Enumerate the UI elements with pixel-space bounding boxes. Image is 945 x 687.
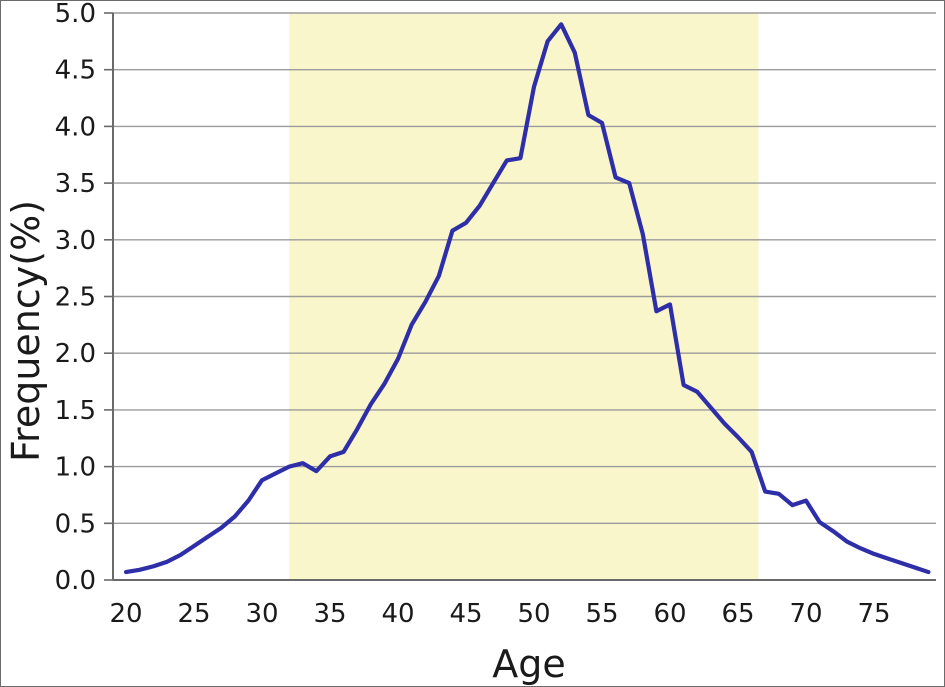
x-tick-label: 45	[449, 599, 482, 629]
y-axis-title: Frequency(%)	[4, 200, 48, 462]
y-tick-label: 0.5	[55, 509, 96, 539]
y-axis-ticks	[104, 12, 113, 581]
x-tick-label: 35	[313, 599, 346, 629]
x-tick-label: 50	[517, 599, 550, 629]
x-tick-label: 65	[721, 599, 754, 629]
x-tick-label: 60	[653, 599, 686, 629]
x-tick-label: 20	[109, 599, 142, 629]
x-tick-label: 70	[789, 599, 822, 629]
y-tick-label: 4.0	[55, 112, 96, 142]
x-axis-title: Age	[492, 642, 566, 686]
x-tick-label: 25	[177, 599, 210, 629]
y-tick-label: 1.5	[55, 396, 96, 426]
x-tick-label: 75	[857, 599, 890, 629]
y-tick-label: 3.5	[55, 169, 96, 199]
y-tick-label: 5.0	[55, 1, 96, 29]
y-axis-tick-labels: 0.0 0.5 1.0 1.5 2.0 2.5 3.0 3.5 4.0 4.5 5.0	[55, 1, 96, 596]
x-tick-label: 30	[245, 599, 278, 629]
y-tick-label: 3.0	[55, 226, 96, 256]
y-tick-label: 1.0	[55, 453, 96, 483]
x-tick-label: 40	[381, 599, 414, 629]
y-tick-label: 0.0	[55, 566, 96, 596]
x-axis-tick-labels: 20 25 30 35 40 45 50 55 60 65 70 75	[109, 599, 890, 629]
frequency-line-series	[123, 22, 931, 575]
y-tick-label: 2.5	[55, 283, 96, 313]
x-tick-label: 55	[585, 599, 618, 629]
y-tick-label: 4.5	[55, 56, 96, 86]
y-tick-label: 2.0	[55, 339, 96, 369]
